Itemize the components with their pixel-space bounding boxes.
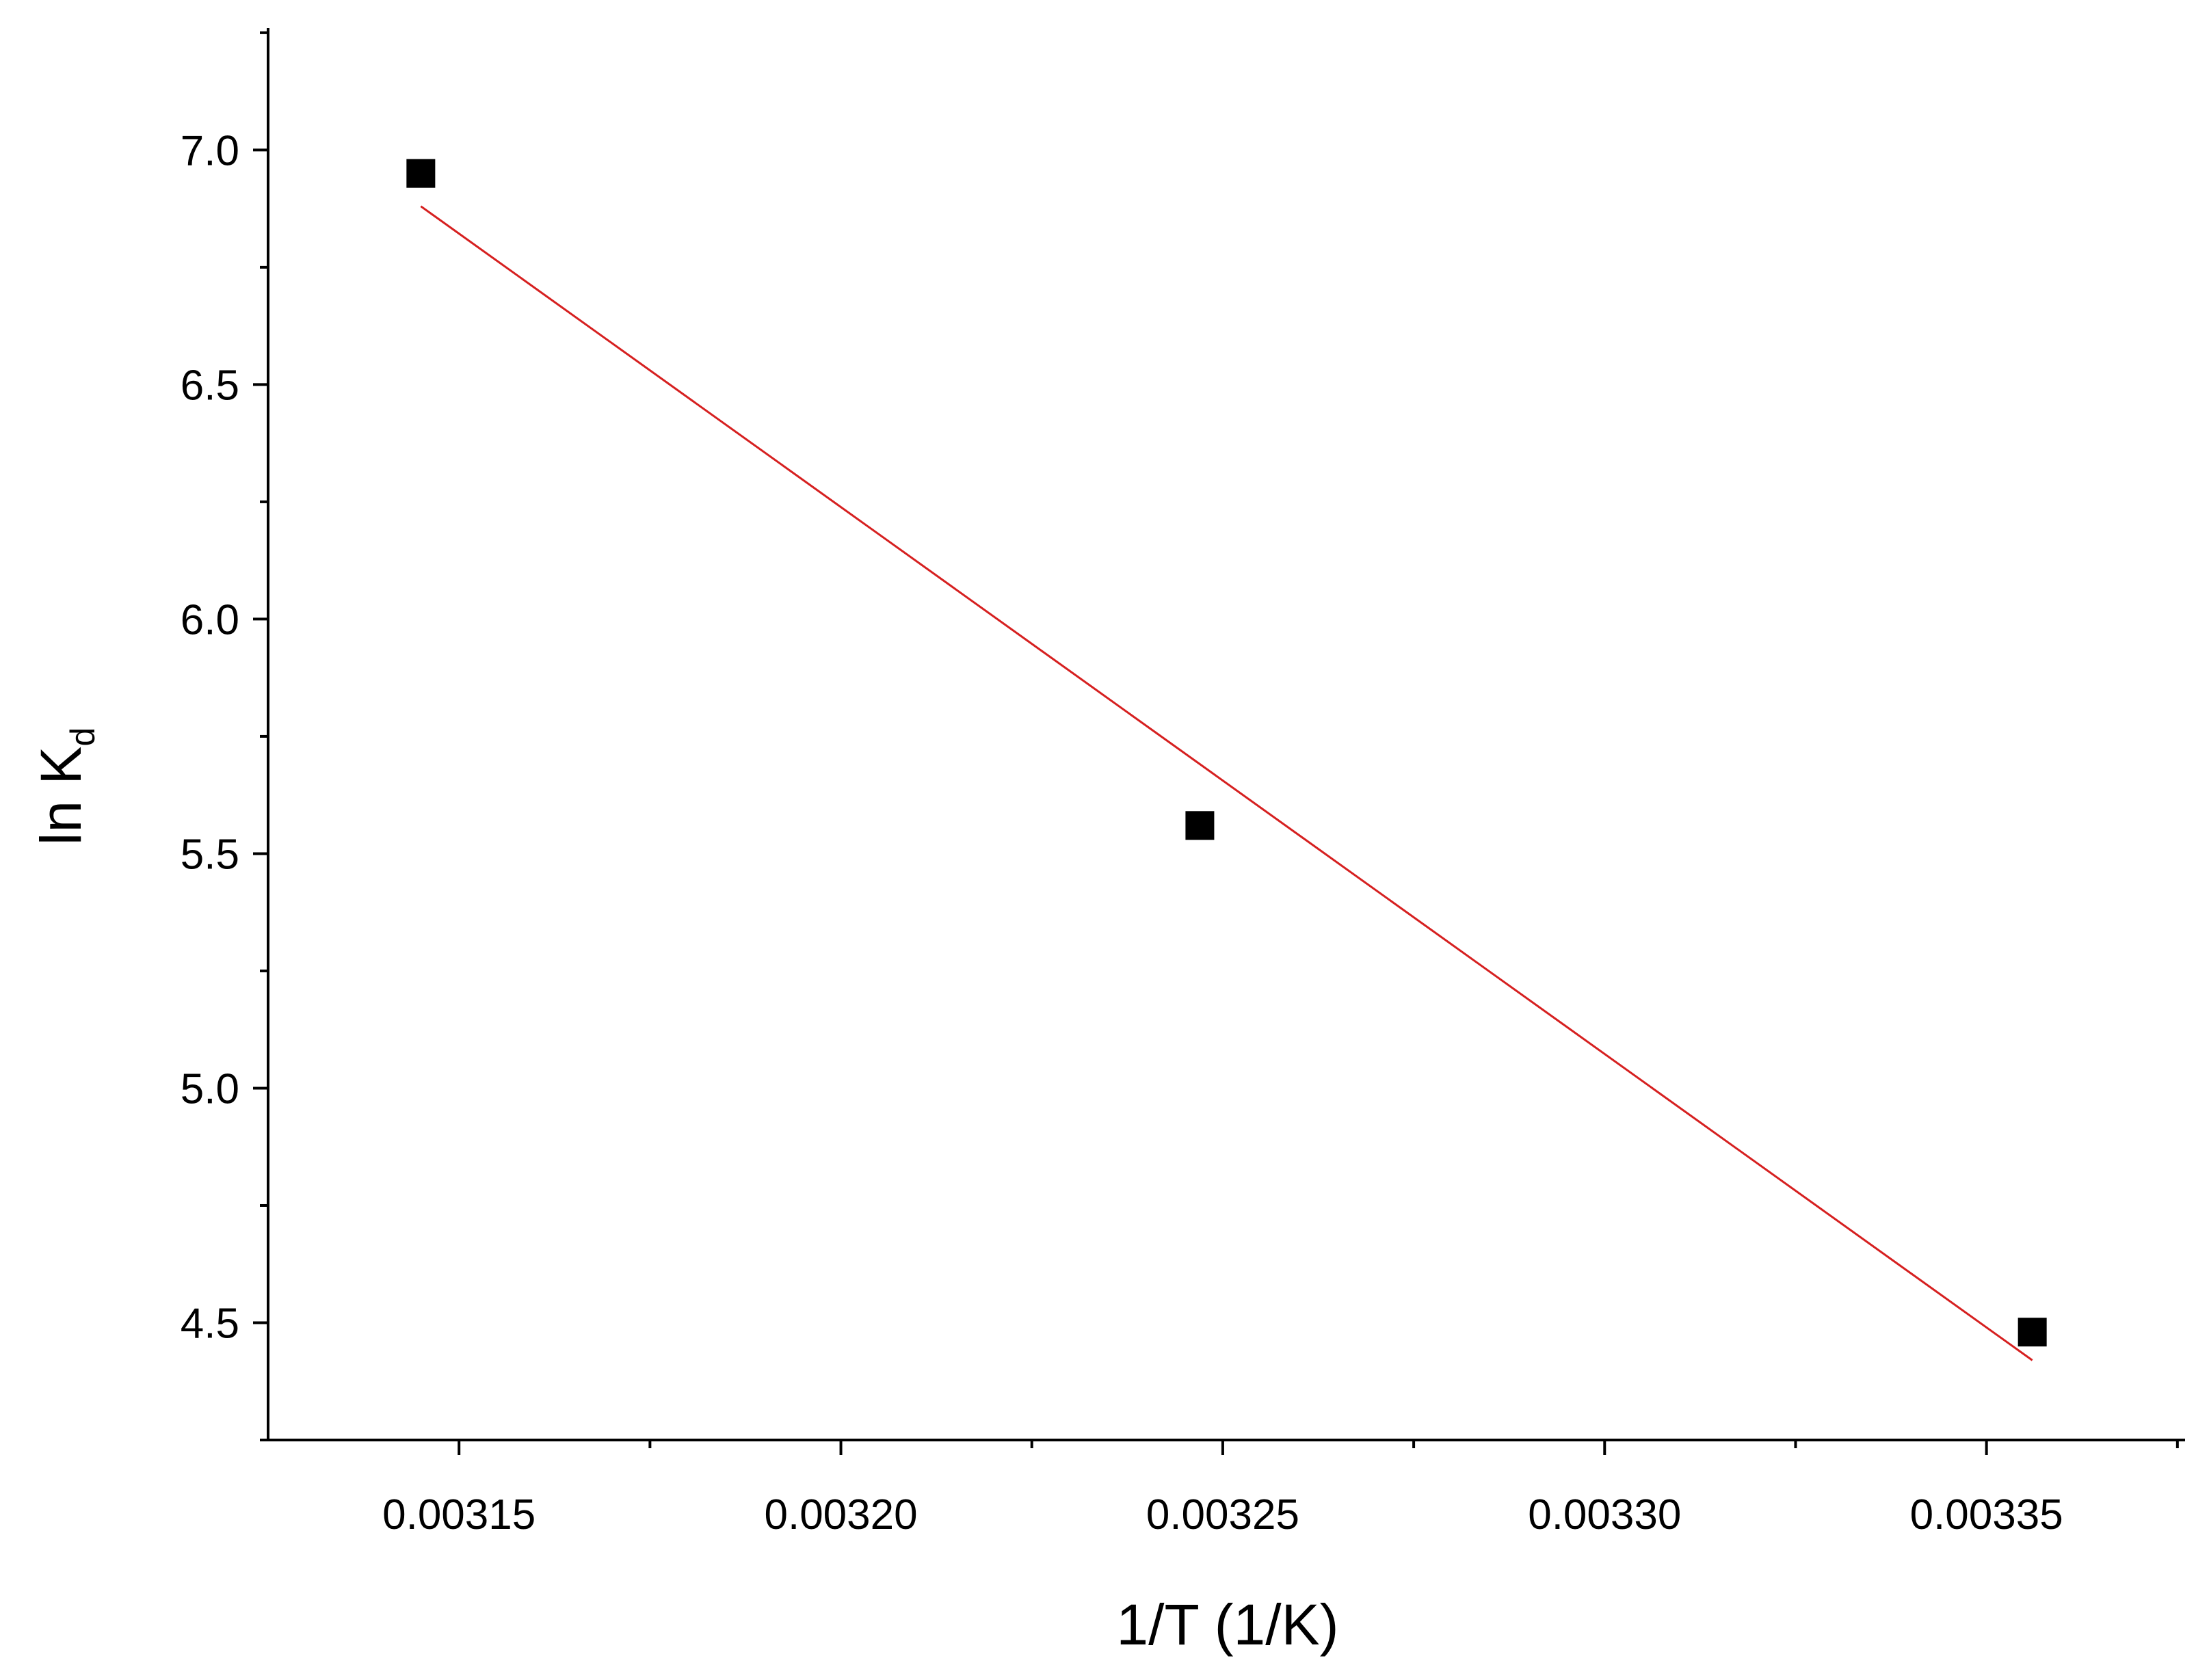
y-tick-label: 4.5 — [181, 1300, 239, 1347]
fit-line — [420, 205, 2033, 1361]
y-tick-label: 6.0 — [181, 596, 239, 643]
data-point — [406, 159, 436, 188]
x-tick-label: 0.00315 — [382, 1491, 535, 1538]
x-tick-label: 0.00330 — [1528, 1491, 1681, 1538]
x-tick-label: 0.00335 — [1910, 1491, 2063, 1538]
y-tick-label: 7.0 — [181, 127, 239, 174]
y-axis-title: ln Kd — [29, 728, 102, 846]
y-tick-label: 6.5 — [181, 362, 239, 409]
y-tick-label: 5.0 — [181, 1065, 239, 1112]
x-tick-label: 0.00325 — [1146, 1491, 1299, 1538]
data-point — [2018, 1318, 2047, 1347]
x-tick-label: 0.00320 — [764, 1491, 917, 1538]
y-tick-label: 5.5 — [181, 831, 239, 878]
y-axis-title-main: ln K — [29, 747, 93, 846]
y-axis-title-subscript: d — [64, 728, 102, 747]
data-point — [1185, 811, 1215, 840]
x-axis-title: 1/T (1/K) — [1116, 1592, 1338, 1657]
